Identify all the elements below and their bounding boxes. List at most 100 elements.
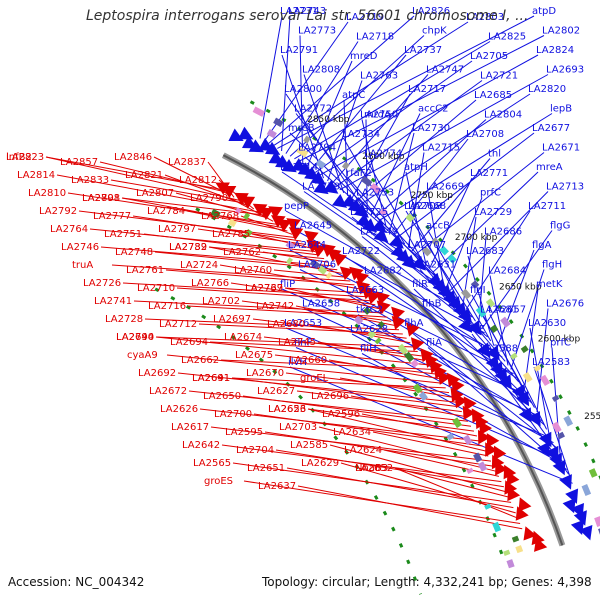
reverse-gene-label: LA2704 [236,445,274,456]
forward-leader-line [429,177,473,269]
reverse-leader-line [318,426,497,472]
reverse-gene-arrow [286,218,301,232]
kbp-tick-label: 2600 kbp [538,335,581,345]
forward-gene-label: flhA [404,318,424,329]
reverse-leader-line [295,305,396,326]
reverse-gene-label: LA2777 [93,211,131,222]
annotation-block [210,208,221,219]
forward-leader-line [343,138,406,245]
forward-gene-label: LA2747 [426,65,464,76]
reverse-leader-line [132,215,302,242]
reverse-gene-label: LA2696 [311,391,349,402]
forward-gene-label: chpK [422,26,447,37]
annotation-block [484,503,492,510]
reverse-gene-label: LA2692 [138,368,176,379]
forward-gene-label: LA2731 [280,6,318,17]
reverse-gene-label: LA2626 [160,404,198,415]
reverse-gene-arrow [518,497,532,512]
forward-gene-label: fliP [280,279,295,290]
forward-leader-line [365,119,368,212]
reverse-gene-arrow [486,433,500,448]
annotation-block [266,128,277,139]
reverse-gene-arrow [495,461,508,476]
reverse-gene-label: truA [72,260,93,271]
reverse-gene-arrow [234,192,249,206]
forward-gene-label: LA2725 [350,207,388,218]
annotation-block [522,371,533,383]
reverse-leader-line [394,467,519,519]
reverse-gene-label: LA2565 [193,458,231,469]
forward-gene-label: fliA [426,338,442,349]
annotation-block [520,345,529,354]
forward-leader-line [374,119,487,218]
forward-gene-label: metK [536,279,563,290]
reverse-gene-label: LA2652 [355,463,393,474]
reverse-leader-line [264,431,494,467]
forward-gene-label: LA2708 [466,129,504,140]
annotation-block [325,271,333,280]
annotation-block [533,364,542,372]
reverse-gene-label: LA2642 [182,440,220,451]
reverse-gene-arrow [252,203,268,217]
reverse-gene-label: LA2846 [114,152,152,163]
forward-gene-label: flgI [470,285,486,296]
forward-gene-label: mreB [288,123,315,134]
reverse-leader-line [231,377,446,389]
reverse-gene-label: LA2641 [192,373,230,384]
reverse-gene-label: LA2700 [214,409,252,420]
annotation-block [412,383,423,394]
annotation-block [462,434,473,446]
forward-gene-label: LA2630 [528,318,566,329]
reverse-gene-arrow [462,405,476,421]
reverse-gene-label: LA2716 [148,301,186,312]
topology-label: Topology: circular; Length: 4,332,241 bp… [262,575,592,589]
annotation-block [492,521,502,533]
gene-labels: LA2731 LA2719 LA2826 LA2803 atpD LA2743 LA2718… [6,6,584,492]
reverse-gene-label: LA2651 [247,463,285,474]
forward-leader-line [405,210,476,322]
forward-leader-line [489,275,509,366]
forward-gene-label: flgA [532,240,552,251]
forward-gene-label: LA2737 [404,45,442,56]
forward-gene-label: LA2676 [546,299,584,310]
annotation-block [353,315,364,326]
reverse-gene-label: LA2797 [158,224,196,235]
forward-gene-arrow [265,141,281,155]
reverse-gene-arrow [240,196,256,209]
forward-gene-label: LA2709 [404,201,442,212]
forward-gene-label: LA2774 [364,149,402,160]
annotation-block [303,135,311,144]
forward-leader-line [319,54,539,176]
reverse-leader-line [306,323,411,344]
annotation-block [539,374,551,387]
reverse-leader-line [188,390,469,422]
reverse-gene-arrow [523,526,537,541]
reverse-gene-arrow [268,206,283,219]
reverse-leader-line [210,426,492,462]
reverse-leader-line [45,156,240,201]
annotation-block [477,461,488,472]
forward-leader-line [303,308,540,417]
reverse-gene-label: LA2728 [105,314,143,325]
reverse-gene-arrow [405,322,420,337]
reverse-leader-line [122,282,368,298]
reverse-gene-label: LA2748 [115,247,153,258]
forward-gene-label: fliH [360,344,377,355]
forward-gene-label: LA2705 [470,51,508,62]
reverse-gene-arrow [258,207,274,221]
reverse-gene-label: LA2595 [225,427,263,438]
forward-gene-label: LA2657 [488,305,526,316]
reverse-gene-label: LA2650 [203,391,241,402]
annotation-block [309,259,321,270]
forward-leader-line [389,132,415,231]
reverse-gene-label: LA2761 [126,265,164,276]
forward-gene-label: LA2808 [302,65,340,76]
forward-gene-label: LA2722 [342,246,380,257]
forward-leader-line [343,255,503,358]
reverse-leader-line [329,444,507,493]
forward-gene-label: LA2749 [360,227,398,238]
reverse-leader-line [361,413,478,437]
feature-tracks [210,106,600,569]
annotation-block [439,245,449,256]
reverse-gene-label: LA2798 [82,193,120,204]
